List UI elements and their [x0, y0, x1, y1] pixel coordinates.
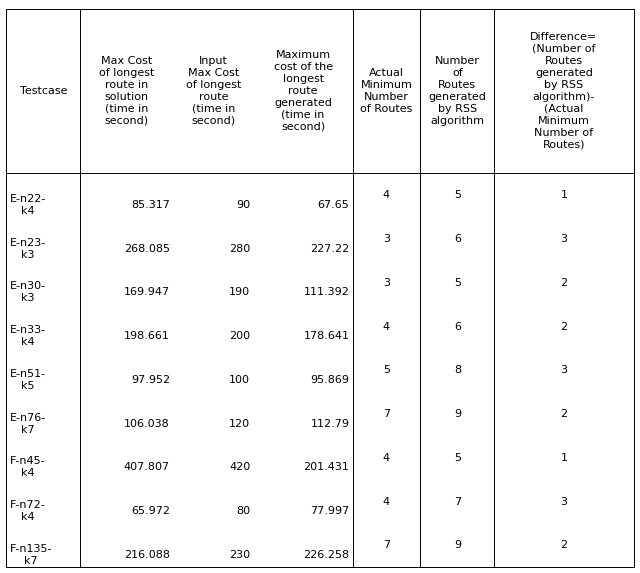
Text: 5: 5 [454, 278, 461, 288]
Text: E-n22-
k4: E-n22- k4 [10, 194, 46, 216]
Text: 9: 9 [454, 409, 461, 419]
Text: 7: 7 [383, 409, 390, 419]
Text: E-n51-
k5: E-n51- k5 [10, 369, 45, 391]
Text: 3: 3 [383, 234, 390, 244]
Text: 6: 6 [454, 234, 461, 244]
Text: 7: 7 [383, 540, 390, 551]
Text: E-n23-
k3: E-n23- k3 [10, 238, 46, 260]
Text: 200: 200 [229, 331, 250, 341]
Text: 3: 3 [383, 278, 390, 288]
Text: 5: 5 [454, 453, 461, 463]
Text: 106.038: 106.038 [124, 419, 170, 429]
Text: 4: 4 [383, 190, 390, 201]
Text: 3: 3 [561, 234, 568, 244]
Text: 268.085: 268.085 [124, 244, 170, 254]
Text: 169.947: 169.947 [124, 288, 170, 297]
Text: 120: 120 [229, 419, 250, 429]
Text: Max Cost
of longest
route in
solution
(time in
second): Max Cost of longest route in solution (t… [99, 56, 154, 126]
Text: E-n30-
k3: E-n30- k3 [10, 281, 45, 304]
Text: 3: 3 [561, 366, 568, 375]
Text: Testcase: Testcase [20, 86, 67, 96]
Text: F-n72-
k4: F-n72- k4 [10, 500, 45, 522]
Text: 5: 5 [383, 366, 390, 375]
Text: 95.869: 95.869 [310, 375, 349, 385]
Text: 9: 9 [454, 540, 461, 551]
Text: 226.258: 226.258 [303, 550, 349, 560]
Text: 2: 2 [561, 409, 568, 419]
Text: E-n76-
k7: E-n76- k7 [10, 413, 46, 435]
Text: 1: 1 [561, 453, 568, 463]
Text: 4: 4 [383, 497, 390, 507]
Text: E-n33-
k4: E-n33- k4 [10, 325, 45, 347]
Text: 178.641: 178.641 [303, 331, 349, 341]
Text: 2: 2 [561, 278, 568, 288]
Text: 4: 4 [383, 321, 390, 332]
Text: Difference=
(Number of
Routes
generated
by RSS
algorithm)-
(Actual
Minimum
Numbe: Difference= (Number of Routes generated … [531, 32, 598, 150]
Text: 112.79: 112.79 [310, 419, 349, 429]
Text: 6: 6 [454, 321, 461, 332]
Text: 216.088: 216.088 [124, 550, 170, 560]
Text: 190: 190 [229, 288, 250, 297]
Text: 3: 3 [561, 497, 568, 507]
Text: Number
of
Routes
generated
by RSS
algorithm: Number of Routes generated by RSS algori… [428, 56, 486, 126]
Text: 85.317: 85.317 [131, 200, 170, 210]
Text: 407.807: 407.807 [124, 462, 170, 473]
Text: 420: 420 [229, 462, 250, 473]
Text: 90: 90 [236, 200, 250, 210]
Text: 100: 100 [229, 375, 250, 385]
Text: 80: 80 [236, 507, 250, 516]
Text: 2: 2 [561, 540, 568, 551]
Text: 111.392: 111.392 [303, 288, 349, 297]
Text: 2: 2 [561, 321, 568, 332]
Text: 230: 230 [229, 550, 250, 560]
Text: 8: 8 [454, 366, 461, 375]
Text: 4: 4 [383, 453, 390, 463]
Text: 201.431: 201.431 [303, 462, 349, 473]
Text: 1: 1 [561, 190, 568, 201]
Text: 227.22: 227.22 [310, 244, 349, 254]
Text: 65.972: 65.972 [131, 507, 170, 516]
Text: 5: 5 [454, 190, 461, 201]
Text: F-n45-
k4: F-n45- k4 [10, 457, 45, 478]
Text: F-n135-
k7: F-n135- k7 [10, 544, 52, 566]
Text: 7: 7 [454, 497, 461, 507]
Text: 67.65: 67.65 [317, 200, 349, 210]
Text: Maximum
cost of the
longest
route
generated
(time in
second): Maximum cost of the longest route genera… [273, 50, 333, 132]
Text: 280: 280 [229, 244, 250, 254]
Text: 97.952: 97.952 [131, 375, 170, 385]
Text: Actual
Minimum
Number
of Routes: Actual Minimum Number of Routes [360, 68, 413, 114]
Text: Input
Max Cost
of longest
route
(time in
second): Input Max Cost of longest route (time in… [186, 56, 241, 126]
Text: 77.997: 77.997 [310, 507, 349, 516]
Text: 198.661: 198.661 [124, 331, 170, 341]
